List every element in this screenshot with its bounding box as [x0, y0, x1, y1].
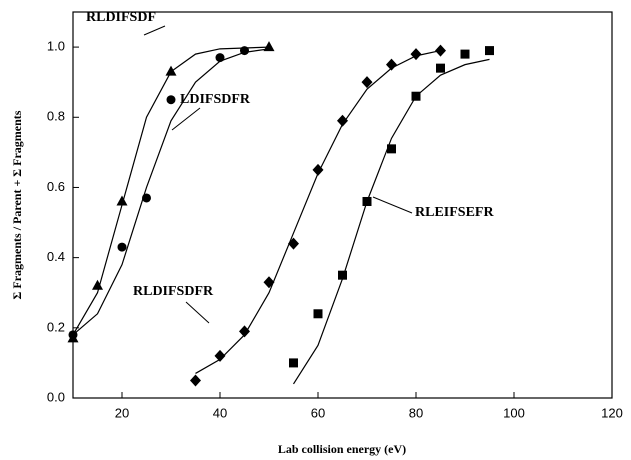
point: [117, 242, 127, 252]
point: [215, 53, 225, 63]
y-tick-label: 0.4: [47, 249, 65, 264]
y-tick-label: 1.0: [47, 39, 65, 54]
y-axis-title: Σ Fragments / Parent + Σ Fragments: [10, 110, 24, 299]
series-label: LDIFSDFR: [180, 92, 251, 107]
point: [313, 309, 323, 319]
point: [387, 144, 396, 154]
fit-curve: [72, 46, 270, 336]
series-label: RLDIFSDF: [86, 10, 156, 25]
leader-line: [171, 107, 201, 131]
y-tick-label: 0.8: [47, 109, 65, 124]
point: [190, 374, 201, 387]
point: [68, 330, 78, 340]
leader-line: [372, 196, 413, 214]
point: [165, 65, 177, 76]
x-tick-label: 40: [213, 405, 227, 420]
x-tick-label: 20: [115, 405, 129, 420]
point: [337, 114, 348, 127]
point: [435, 44, 446, 57]
point: [116, 195, 128, 206]
point: [386, 58, 397, 71]
y-tick-label: 0.6: [47, 179, 65, 194]
point: [142, 193, 151, 203]
point: [338, 270, 347, 280]
point: [312, 163, 324, 176]
x-axis-title: Lab collision energy (eV): [278, 442, 406, 456]
x-tick-label: 120: [601, 405, 623, 420]
x-tick-label: 100: [503, 405, 525, 420]
point: [362, 196, 372, 206]
point: [166, 95, 176, 105]
series-label: RLDIFSDFR: [133, 284, 214, 299]
fit-curve: [72, 48, 270, 336]
point: [263, 41, 275, 52]
plot-frame: [72, 11, 613, 399]
fit-curve: [292, 58, 490, 385]
point: [485, 46, 494, 56]
point: [239, 325, 250, 338]
series-label: RLEIFSEFR: [415, 205, 494, 220]
x-tick-label: 80: [409, 405, 423, 420]
x-tick-label: 60: [311, 405, 325, 420]
point: [92, 279, 103, 290]
leader-line: [143, 25, 166, 36]
y-tick-label: 0.0: [47, 389, 65, 404]
leader-line: [185, 301, 210, 324]
point: [263, 276, 275, 289]
y-tick-label: 0.2: [47, 319, 65, 334]
point: [361, 76, 373, 89]
point: [214, 349, 226, 362]
point: [436, 63, 445, 73]
point: [240, 46, 249, 56]
point: [289, 358, 298, 368]
point: [410, 48, 422, 61]
point: [288, 237, 299, 250]
point: [411, 91, 421, 101]
point: [460, 49, 470, 59]
